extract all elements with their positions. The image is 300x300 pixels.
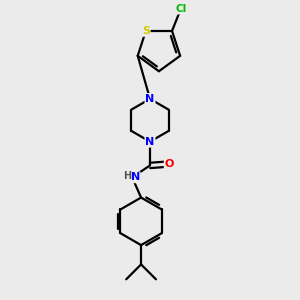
Text: O: O xyxy=(165,159,174,169)
Text: N: N xyxy=(146,94,154,104)
Text: S: S xyxy=(142,26,150,36)
Text: Cl: Cl xyxy=(175,4,187,14)
Text: H: H xyxy=(123,171,131,181)
Text: N: N xyxy=(130,172,140,182)
Text: N: N xyxy=(146,137,154,147)
